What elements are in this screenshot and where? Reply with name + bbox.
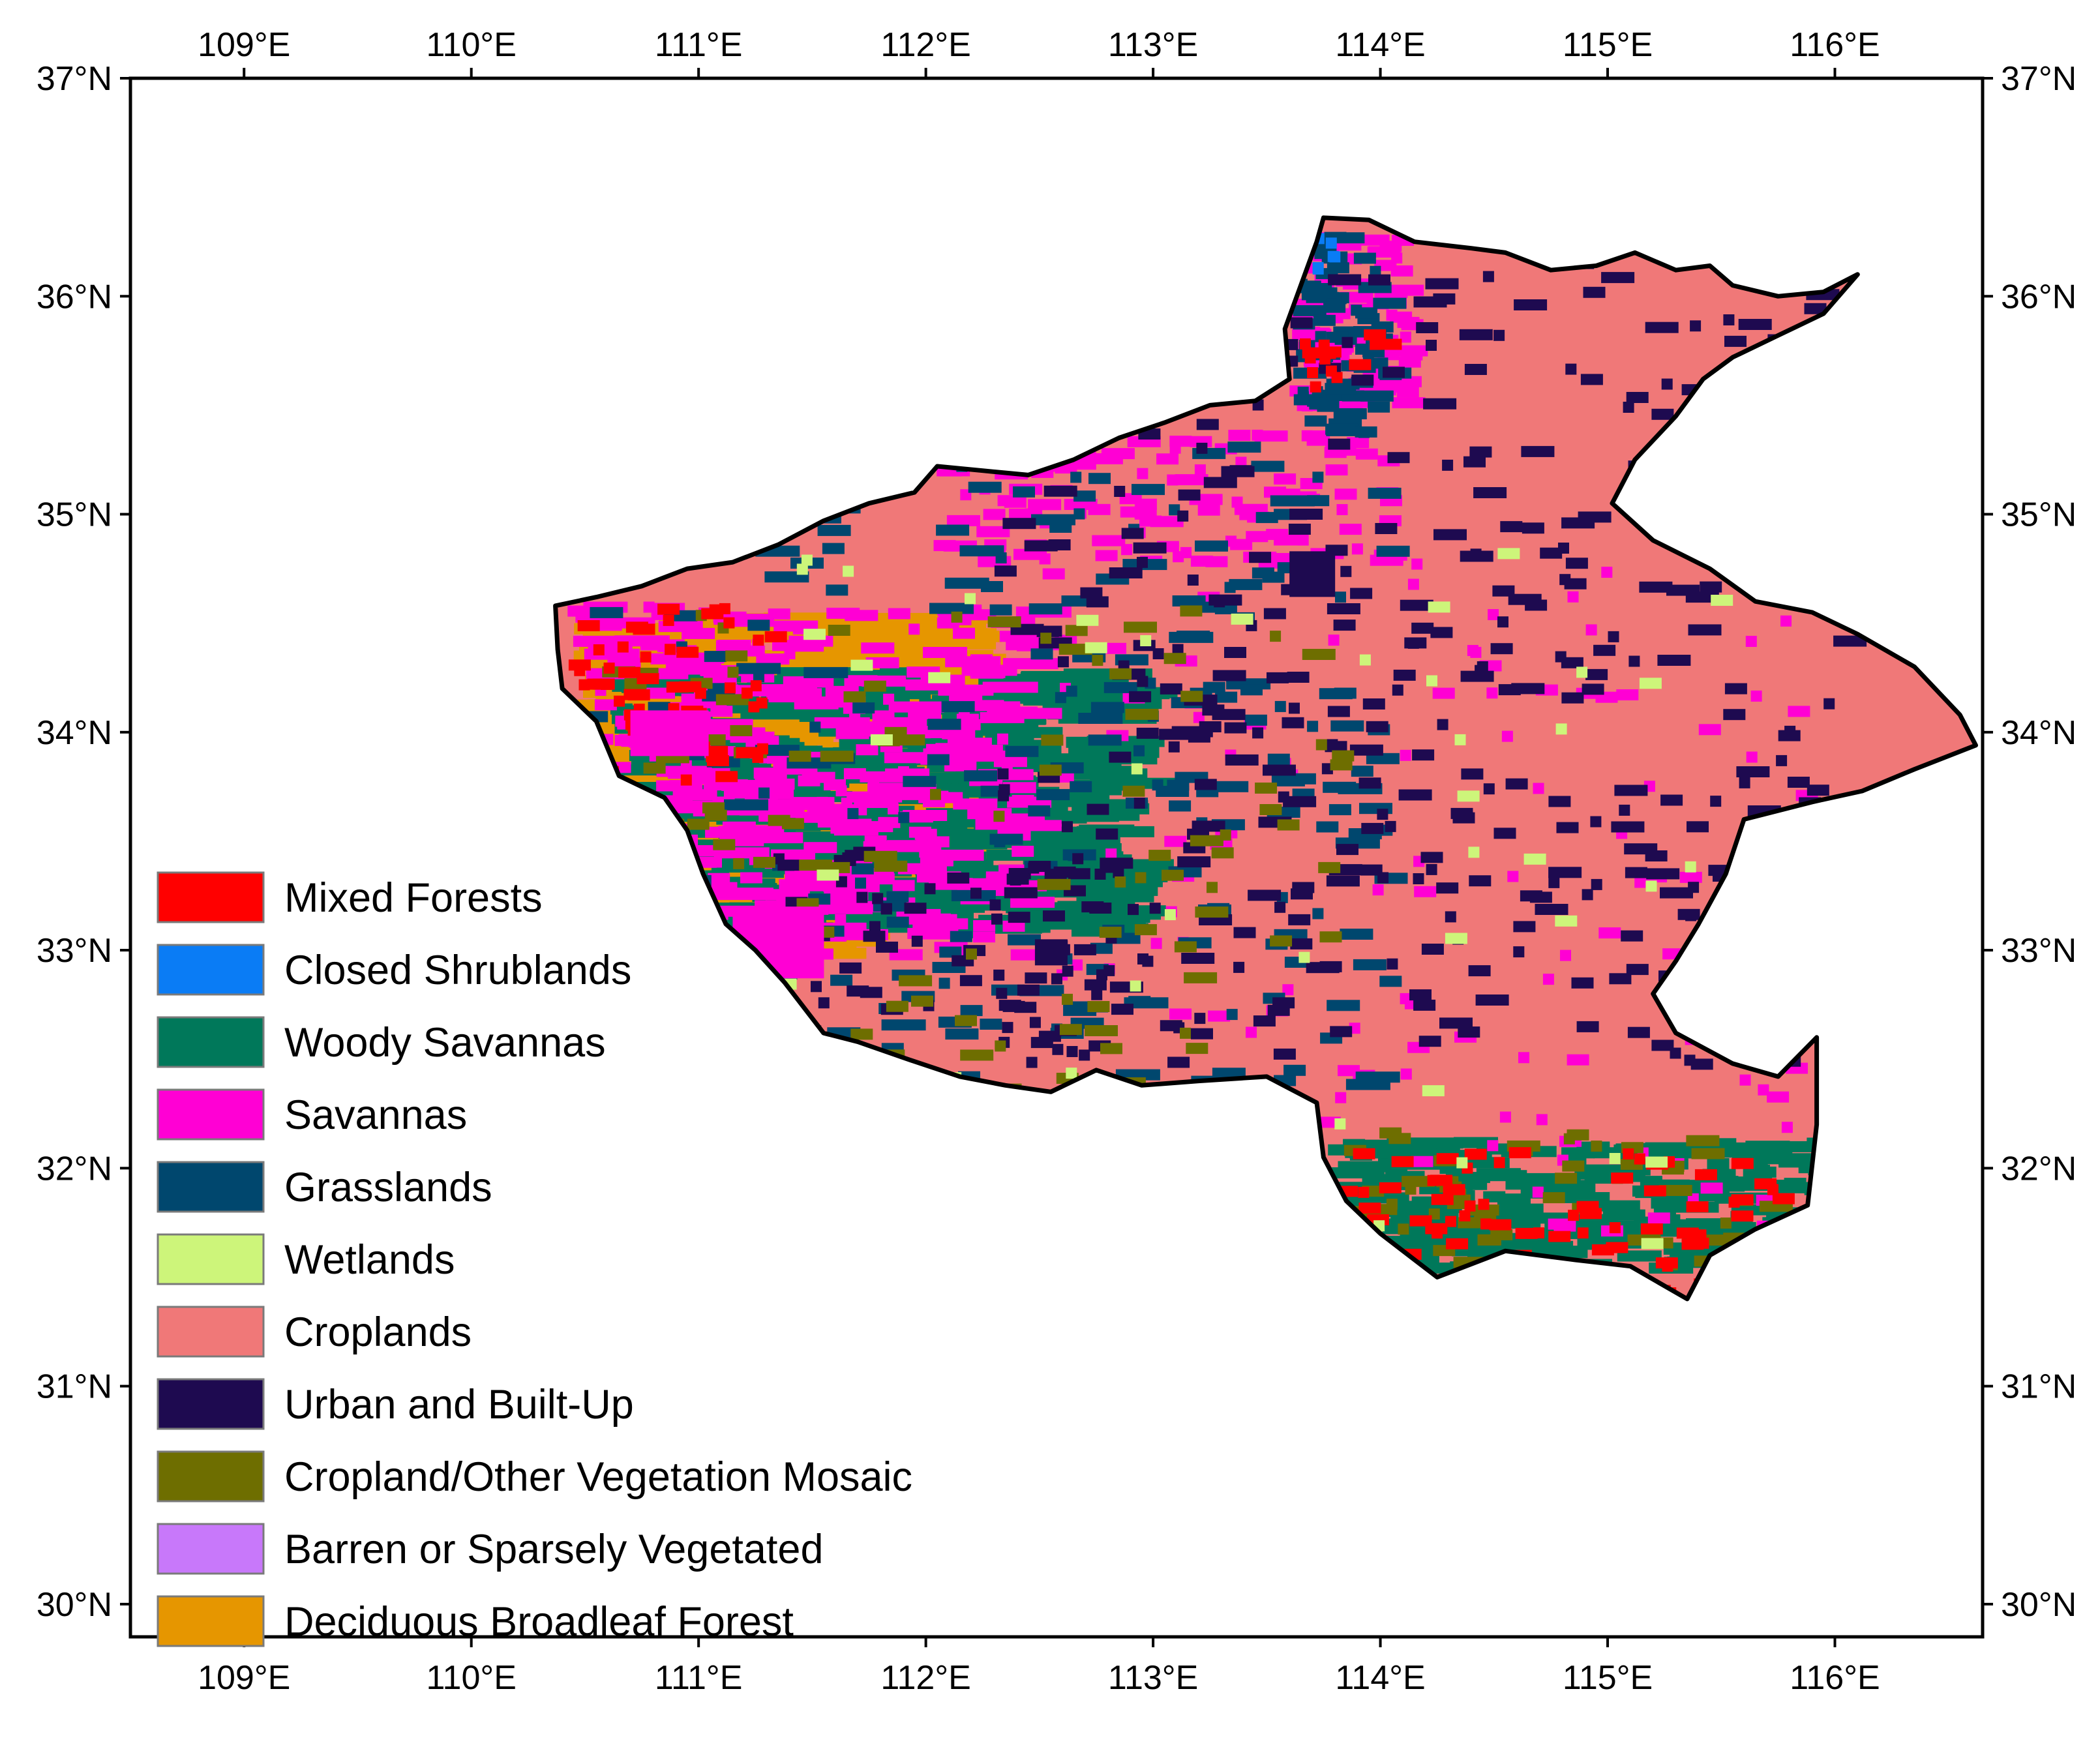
lon-label-top: 111°E [655, 26, 743, 64]
legend-label: Cropland/Other Vegetation Mosaic [284, 1454, 912, 1500]
lat-label-right: 36°N [2001, 278, 2077, 316]
legend-swatch [157, 944, 265, 996]
lat-label-left: 30°N [37, 1586, 112, 1624]
legend-label: Wetlands [284, 1237, 455, 1283]
lon-label-top: 112°E [880, 26, 970, 64]
legend-label: Savannas [284, 1092, 467, 1138]
legend-item: Croplands [157, 1306, 472, 1358]
legend-swatch [157, 1306, 265, 1358]
legend-swatch [157, 1233, 265, 1285]
urban-blocks [1034, 551, 1336, 966]
legend-swatch [157, 1523, 265, 1575]
legend-label: Barren or Sparsely Vegetated [284, 1527, 824, 1572]
lat-label-right: 32°N [2001, 1150, 2077, 1188]
lat-label-right: 31°N [2001, 1368, 2077, 1406]
graticule-ticks: 109°E 109°E 110°E 110°E 111°E 111°E 112°E 112°E… [37, 26, 2077, 1697]
lat-label-left: 32°N [37, 1150, 112, 1188]
lat-label-right: 35°N [2001, 496, 2077, 534]
lon-label-top: 110°E [427, 26, 517, 64]
legend-item: Urban and Built-Up [157, 1378, 634, 1430]
lat-label-left: 36°N [37, 278, 112, 316]
lon-label-top: 114°E [1335, 26, 1425, 64]
legend-label: Grasslands [284, 1165, 492, 1210]
lon-label-bottom: 114°E [1335, 1659, 1425, 1697]
lon-label-top: 109°E [198, 26, 290, 64]
legend-swatch [157, 1088, 265, 1141]
lon-label-bottom: 110°E [427, 1659, 517, 1697]
lat-label-left: 37°N [37, 60, 112, 98]
lat-label-right: 37°N [2001, 60, 2077, 98]
lat-label-left: 34°N [37, 714, 112, 752]
legend-label: Woody Savannas [284, 1020, 606, 1066]
legend-label: Croplands [284, 1309, 472, 1355]
legend-label: Mixed Forests [284, 875, 543, 921]
legend-label: Urban and Built-Up [284, 1382, 634, 1428]
legend-label: Closed Shrublands [284, 948, 631, 993]
closed-shrubland-patches [1312, 233, 1341, 275]
legend-swatch [157, 871, 265, 923]
legend-item: Savannas [157, 1088, 467, 1141]
lat-label-left: 31°N [37, 1368, 112, 1406]
legend: Mixed Forests Closed Shrublands Woody Sava… [157, 871, 912, 1647]
lon-label-top: 116°E [1790, 26, 1880, 64]
legend-item: Barren or Sparsely Vegetated [157, 1523, 824, 1575]
legend-swatch [157, 1595, 265, 1647]
legend-swatch [157, 1016, 265, 1068]
legend-item: Grasslands [157, 1161, 492, 1213]
lon-label-top: 115°E [1563, 26, 1653, 64]
lat-label-left: 35°N [37, 496, 112, 534]
lon-label-bottom: 116°E [1790, 1659, 1880, 1697]
legend-item: Deciduous Broadleaf Forest [157, 1595, 794, 1647]
legend-label: Deciduous Broadleaf Forest [284, 1599, 794, 1645]
province-boundary [553, 215, 1978, 1302]
legend-item: Cropland/Other Vegetation Mosaic [157, 1450, 912, 1502]
lon-label-bottom: 109°E [198, 1659, 290, 1697]
legend-item: Wetlands [157, 1233, 455, 1285]
legend-item: Woody Savannas [157, 1016, 606, 1068]
lon-label-top: 113°E [1108, 26, 1198, 64]
lat-label-right: 33°N [2001, 932, 2077, 970]
legend-swatch [157, 1378, 265, 1430]
legend-swatch [157, 1450, 265, 1502]
lat-label-right: 30°N [2001, 1586, 2077, 1624]
legend-item: Closed Shrublands [157, 944, 631, 996]
lat-label-right: 34°N [2001, 714, 2077, 752]
lon-label-bottom: 115°E [1563, 1659, 1653, 1697]
legend-swatch [157, 1161, 265, 1213]
lon-label-bottom: 111°E [655, 1659, 743, 1697]
legend-item: Mixed Forests [157, 871, 543, 923]
lon-label-bottom: 112°E [880, 1659, 970, 1697]
lat-label-left: 33°N [37, 932, 112, 970]
mixed-forest-patches-north [1300, 329, 1402, 393]
lon-label-bottom: 113°E [1108, 1659, 1198, 1697]
